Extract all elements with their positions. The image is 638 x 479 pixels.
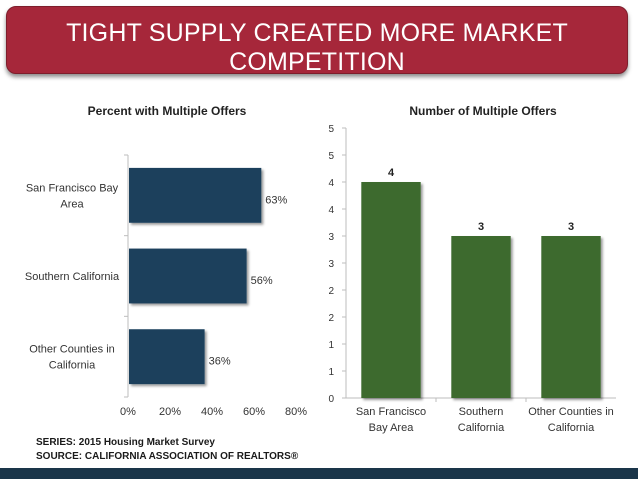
y-tick-label: 0 bbox=[328, 394, 334, 405]
category-label: Other Counties in California bbox=[29, 344, 115, 372]
y-tick-label: 3 bbox=[328, 259, 334, 270]
y-tick-label: 1 bbox=[328, 367, 334, 378]
bar bbox=[129, 329, 205, 385]
data-label: 63% bbox=[265, 194, 287, 206]
chart-title: Number of Multiple Offers bbox=[409, 104, 557, 118]
data-label: 56% bbox=[251, 275, 273, 287]
y-tick-label: 4 bbox=[328, 178, 334, 189]
chart-title: Percent with Multiple Offers bbox=[88, 104, 247, 118]
data-label: 4 bbox=[388, 167, 395, 179]
bottom-bar bbox=[0, 468, 638, 479]
y-tick-label: 4 bbox=[328, 205, 334, 216]
footer: SERIES: 2015 Housing Market Survey SOURC… bbox=[36, 436, 298, 464]
x-tick-label: 80% bbox=[285, 406, 307, 418]
data-label: 36% bbox=[209, 356, 231, 368]
y-tick-label: 5 bbox=[328, 124, 334, 135]
page-title: TIGHT SUPPLY CREATED MORE MARKET COMPETI… bbox=[66, 19, 568, 76]
y-tick-label: 2 bbox=[328, 286, 334, 297]
x-tick-label: 60% bbox=[243, 406, 265, 418]
category-label: Southern California bbox=[458, 406, 505, 434]
y-tick-label: 1 bbox=[328, 340, 334, 351]
x-tick-label: 40% bbox=[201, 406, 223, 418]
data-label: 3 bbox=[568, 221, 574, 233]
bar bbox=[129, 167, 262, 223]
bar bbox=[541, 236, 601, 398]
x-tick-label: 0% bbox=[120, 406, 136, 418]
y-tick-label: 3 bbox=[328, 232, 334, 243]
y-tick-label: 2 bbox=[328, 313, 334, 324]
footer-series: SERIES: 2015 Housing Market Survey bbox=[36, 437, 215, 448]
footer-source: SOURCE: CALIFORNIA ASSOCIATION OF REALTO… bbox=[36, 451, 299, 462]
bar bbox=[361, 182, 421, 398]
title-banner: TIGHT SUPPLY CREATED MORE MARKET COMPETI… bbox=[6, 6, 628, 76]
data-label: 3 bbox=[478, 221, 484, 233]
category-label: Southern California bbox=[25, 271, 120, 283]
x-tick-label: 20% bbox=[159, 406, 181, 418]
category-label: San Francisco Bay Area bbox=[356, 406, 426, 434]
bar bbox=[129, 248, 247, 304]
category-label: Other Counties in California bbox=[528, 406, 614, 434]
bar bbox=[451, 236, 511, 398]
y-tick-label: 5 bbox=[328, 151, 334, 162]
category-label: San Francisco Bay Area bbox=[26, 182, 119, 210]
